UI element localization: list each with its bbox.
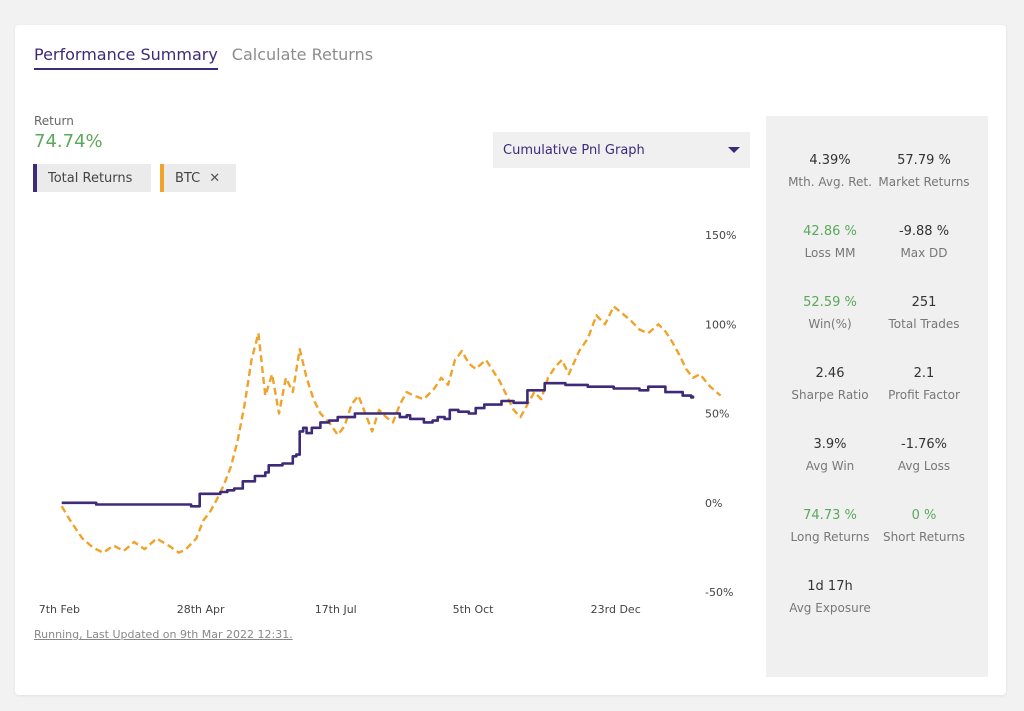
stat-label: Mth. Avg. Ret. bbox=[788, 175, 872, 189]
stat-label: Win(%) bbox=[808, 317, 852, 331]
stat-value: 0 % bbox=[911, 508, 937, 523]
y-tick-label: 50% bbox=[705, 408, 729, 421]
stats-panel: 4.39% Mth. Avg. Ret. 57.79 % Market Returns… bbox=[766, 116, 988, 677]
stat-label: Total Trades bbox=[888, 317, 960, 331]
legend-chip-btc[interactable]: BTC ✕ bbox=[160, 164, 236, 192]
stat-value: 4.39% bbox=[809, 153, 851, 168]
performance-card: Performance Summary Calculate Returns Re… bbox=[15, 25, 1006, 695]
tab-bar: Performance Summary Calculate Returns bbox=[34, 45, 373, 70]
stat-item: -9.88 % Max DD bbox=[869, 224, 979, 265]
tab-calculate-returns[interactable]: Calculate Returns bbox=[231, 45, 374, 64]
graph-type-value: Cumulative Pnl Graph bbox=[503, 142, 645, 158]
stat-label: Avg Win bbox=[805, 459, 855, 473]
stat-item: 2.46 Sharpe Ratio bbox=[775, 366, 885, 407]
stat-label: Loss MM bbox=[804, 246, 856, 260]
stat-item: 57.79 % Market Returns bbox=[869, 153, 979, 194]
legend-chip-label: Total Returns bbox=[48, 170, 133, 186]
stat-label: Market Returns bbox=[878, 175, 970, 189]
stat-label: Profit Factor bbox=[888, 388, 960, 402]
close-icon[interactable]: ✕ bbox=[209, 170, 221, 186]
stat-item: 251 Total Trades bbox=[869, 295, 979, 336]
stat-item: 74.73 % Long Returns bbox=[775, 508, 885, 549]
series-line-btc bbox=[60, 305, 722, 554]
last-updated-link[interactable]: Running, Last Updated on 9th Mar 2022 12… bbox=[34, 628, 293, 641]
x-tick-label: 23rd Dec bbox=[591, 603, 641, 616]
stat-value: 52.59 % bbox=[803, 295, 857, 310]
stat-value: -1.76% bbox=[901, 437, 947, 452]
caret-down-icon bbox=[728, 147, 740, 153]
stat-value: -9.88 % bbox=[898, 224, 950, 239]
x-tick-label: 28th Apr bbox=[177, 603, 225, 616]
stat-item: -1.76% Avg Loss bbox=[869, 437, 979, 478]
series-line-total-returns bbox=[61, 381, 695, 508]
y-tick-label: -50% bbox=[705, 586, 733, 599]
y-tick-label: 0% bbox=[705, 497, 722, 510]
stat-item: 0 % Short Returns bbox=[869, 508, 979, 549]
stat-value: 42.86 % bbox=[803, 224, 857, 239]
y-tick-label: 100% bbox=[705, 318, 736, 331]
return-label: Return bbox=[34, 114, 74, 128]
stat-value: 251 bbox=[911, 295, 937, 310]
x-tick-label: 17th Jul bbox=[315, 603, 357, 616]
stat-value: 57.79 % bbox=[897, 153, 951, 168]
stat-item: 42.86 % Loss MM bbox=[775, 224, 885, 265]
stat-value: 1d 17h bbox=[807, 579, 853, 594]
legend-chip-total-returns[interactable]: Total Returns bbox=[33, 164, 151, 192]
stat-label: Max DD bbox=[900, 246, 948, 260]
stat-value: 3.9% bbox=[813, 437, 847, 452]
stat-item: 52.59 % Win(%) bbox=[775, 295, 885, 336]
legend-chip-label: BTC bbox=[175, 170, 201, 186]
stat-label: Short Returns bbox=[882, 530, 966, 544]
stat-label: Avg Loss bbox=[897, 459, 951, 473]
graph-type-select[interactable]: Cumulative Pnl Graph bbox=[493, 132, 750, 168]
x-tick-label: 5th Oct bbox=[453, 603, 494, 616]
tab-performance-summary[interactable]: Performance Summary bbox=[34, 45, 218, 70]
stat-item: 4.39% Mth. Avg. Ret. bbox=[775, 153, 885, 194]
stat-label: Sharpe Ratio bbox=[791, 388, 869, 402]
stat-value: 2.46 bbox=[815, 366, 845, 381]
stat-label: Long Returns bbox=[790, 530, 870, 544]
y-tick-label: 150% bbox=[705, 229, 736, 242]
stat-item: 3.9% Avg Win bbox=[775, 437, 885, 478]
stat-item: 1d 17h Avg Exposure bbox=[775, 579, 885, 620]
cumulative-pnl-chart: 150% 100% 50% 0% -50% 7th Feb 28th Apr 17th Jul… bbox=[39, 229, 737, 616]
stat-value: 74.73 % bbox=[803, 508, 857, 523]
return-value: 74.74% bbox=[34, 131, 103, 152]
stat-item: 2.1 Profit Factor bbox=[869, 366, 979, 407]
stat-label: Avg Exposure bbox=[789, 601, 871, 615]
stat-value: 2.1 bbox=[913, 366, 935, 381]
x-tick-label: 7th Feb bbox=[39, 603, 80, 616]
